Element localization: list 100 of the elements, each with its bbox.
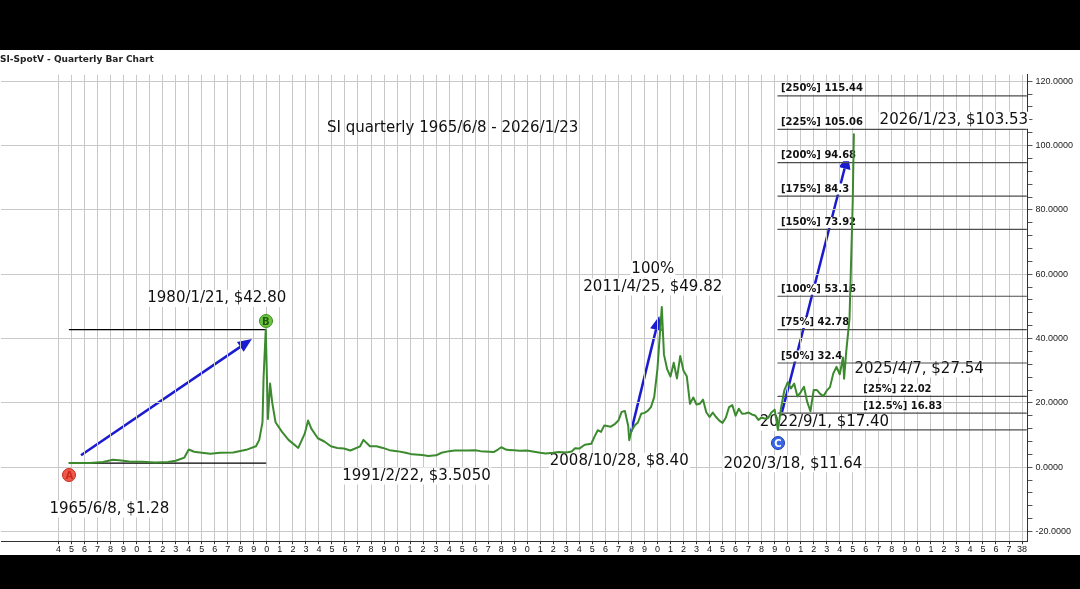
x-tick-label: 8 (889, 544, 895, 555)
y-tick-label: -20.0000 (1035, 526, 1071, 537)
x-tick-label: 4 (967, 544, 973, 555)
x-tick-label: 9 (641, 544, 647, 555)
x-tick-label: 6 (342, 544, 348, 555)
annotation: 2025/4/7, $27.54 (854, 358, 984, 377)
annotation: [75%] 42.78 (780, 316, 850, 328)
annotation: 1965/6/8, $1.28 (49, 498, 170, 517)
x-tick-label: 5 (589, 544, 595, 555)
x-tick-label: 6 (602, 544, 608, 555)
annotation: 2008/10/28, $8.40 (549, 451, 689, 470)
x-tick-label: 0 (915, 544, 921, 555)
x-tick-label: 0 (524, 544, 530, 555)
x-tick-label: 2 (811, 544, 817, 555)
text: SI quarterly 1965/6/8 - 2026/1/23 (326, 117, 579, 136)
x-tick-label: 9 (121, 544, 127, 555)
x-tick-label: 9 (251, 544, 257, 555)
x-tick-label: 9 (772, 544, 778, 555)
x-tick-label: 2 (160, 544, 166, 555)
x-tick-label: 7 (95, 544, 101, 555)
annotation: 2020/3/18, $11.64 (723, 453, 863, 472)
x-tick-label: 4 (186, 544, 192, 555)
x-tick-label: 3 (303, 544, 309, 555)
annotation: [12.5%] 16.83 (863, 399, 943, 411)
x-tick-label: 3 (824, 544, 830, 555)
y-tick-label: 20.0000 (1035, 397, 1069, 408)
x-tick-label: 8 (238, 544, 244, 555)
x-tick-label: 6 (733, 544, 739, 555)
x-tick-label: 1 (537, 544, 543, 555)
x-tick-label: 8 (628, 544, 634, 555)
y-tick-label: 60.0000 (1035, 268, 1069, 279)
x-tick-label: 0 (654, 544, 660, 555)
x-tick-label: 7 (876, 544, 882, 555)
y-tick-label: 100.0000 (1035, 140, 1074, 151)
x-tick-label: 0 (264, 544, 270, 555)
x-tick-label: 5 (329, 544, 335, 555)
x-tick-label: 0 (785, 544, 791, 555)
x-tick-label: 5 (199, 544, 205, 555)
x-tick-label: 1 (928, 544, 934, 555)
x-tick-label: 5 (720, 544, 726, 555)
x-tick-label: 2 (290, 544, 296, 555)
annotation: [250%] 115.44 (780, 82, 864, 94)
x-tick-label: 6 (863, 544, 869, 555)
annotation: [175%] 84.3 (780, 182, 850, 194)
x-tick-label: 6 (993, 544, 999, 555)
x-tick-label: 6 (212, 544, 218, 555)
x-tick-label: 5 (850, 544, 856, 555)
y-tick-label: 0.0000 (1035, 461, 1063, 472)
x-tick-label: 3 (433, 544, 439, 555)
annotation: [225%] 105.06 (780, 115, 864, 127)
x-tick-label: 38 (1017, 544, 1028, 555)
x-tick-label: 0 (134, 544, 140, 555)
x-tick-label: 4 (707, 544, 713, 555)
x-tick-label: 2 (941, 544, 947, 555)
x-tick-label: 3 (563, 544, 569, 555)
x-tick-label: 9 (381, 544, 387, 555)
x-tick-label: 0 (394, 544, 400, 555)
circle-icon: B (258, 313, 273, 328)
annotation: 100% (631, 258, 675, 277)
x-tick-label: 9 (902, 544, 908, 555)
x-tick-label: 6 (472, 544, 478, 555)
x-tick-label: 1 (667, 544, 673, 555)
x-tick-label: 7 (1006, 544, 1012, 555)
x-tick-label: 3 (173, 544, 179, 555)
circle-icon: C (770, 435, 785, 450)
x-tick-label: 8 (498, 544, 504, 555)
x-tick-label: 4 (837, 544, 843, 555)
x-tick-label: 1 (147, 544, 153, 555)
y-tick-label: 80.0000 (1035, 204, 1069, 215)
x-tick-label: 2 (420, 544, 426, 555)
x-tick-label: 4 (56, 544, 62, 555)
annotation: 2011/4/25, $49.82 (583, 276, 723, 295)
x-tick-label: 7 (615, 544, 621, 555)
x-tick-label: 7 (485, 544, 491, 555)
y-tick-label: 120.0000 (1035, 75, 1074, 86)
x-tick-label: 7 (355, 544, 361, 555)
annotation: [25%] 22.02 (863, 382, 932, 394)
x-tick-label: 4 (316, 544, 322, 555)
annotation: [50%] 32.4 (780, 349, 843, 361)
x-tick-label: 1 (798, 544, 804, 555)
annotation: 2026/1/23, $103.53 (879, 110, 1029, 129)
x-tick-label: 2 (680, 544, 687, 555)
x-tick-label: 2 (550, 544, 556, 555)
annotation: 1991/2/22, $3.5050 (342, 465, 491, 484)
x-tick-label: 9 (511, 544, 517, 555)
x-tick-label: 8 (368, 544, 374, 555)
x-tick-label: 3 (954, 544, 960, 555)
chart-title: SI-SpotV - Quarterly Bar Chart (0, 53, 155, 64)
x-tick-label: 5 (459, 544, 465, 555)
x-tick-label: 6 (82, 544, 88, 555)
x-tick-label: 1 (277, 544, 283, 555)
x-tick-label: 7 (746, 544, 752, 555)
x-tick-label: 4 (576, 544, 582, 555)
x-tick-label: 1 (407, 544, 413, 555)
x-tick-label: 4 (446, 544, 452, 555)
x-tick-label: 3 (694, 544, 700, 555)
x-tick-label: 8 (108, 544, 114, 555)
x-tick-label: 5 (69, 544, 75, 555)
x-tick-label: 7 (225, 544, 231, 555)
y-tick-label: 40.0000 (1035, 333, 1069, 344)
